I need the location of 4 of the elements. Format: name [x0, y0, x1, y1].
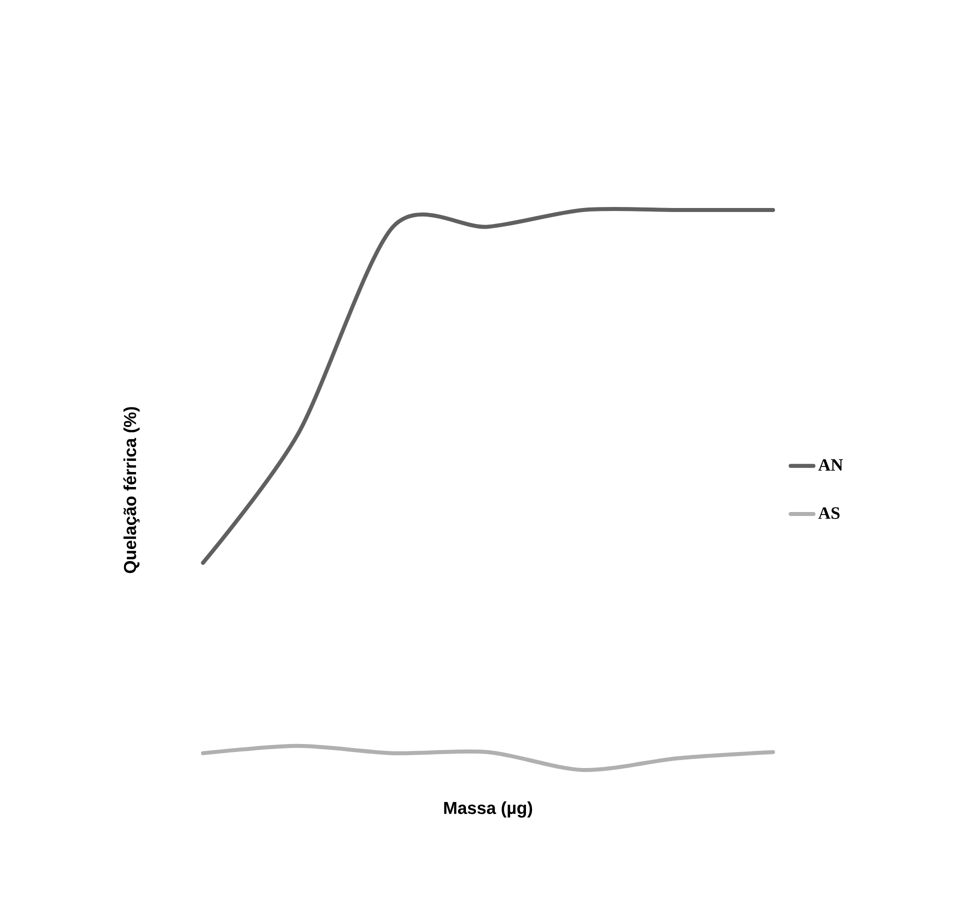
legend-label: AN [818, 459, 843, 471]
legend-label: AS [818, 507, 840, 519]
x-axis-title: Massa (µg) [444, 801, 532, 818]
y-axis-title: Quelação férrica (%) [123, 407, 140, 574]
